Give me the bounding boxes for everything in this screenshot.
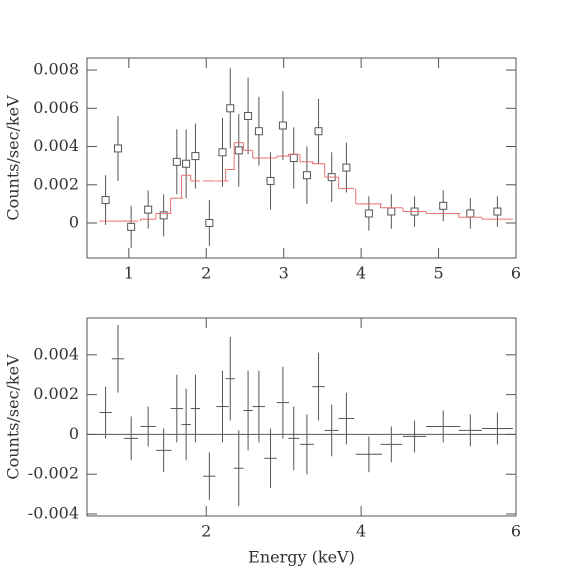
y-tick-label: 0.004	[33, 136, 79, 155]
data-point	[113, 144, 122, 153]
data-point	[159, 211, 168, 220]
x-tick-label: 5	[433, 264, 443, 283]
data-point	[266, 176, 275, 185]
data-point	[218, 148, 227, 157]
data-point	[226, 104, 235, 113]
x-tick-label: 3	[279, 264, 289, 283]
data-point	[493, 207, 502, 216]
x-tick-label: 4	[356, 264, 366, 283]
data-point	[234, 146, 243, 155]
data-point	[254, 127, 263, 136]
data-point	[127, 222, 136, 231]
x-tick-label: 1	[124, 264, 134, 283]
data-point	[387, 207, 396, 216]
data-point	[191, 152, 200, 161]
y-tick-label: 0	[69, 213, 79, 232]
data-point	[205, 219, 214, 228]
y-axis-label: Counts/sec/keV	[4, 354, 23, 480]
data-point	[302, 171, 311, 180]
plot-frame	[86, 317, 517, 517]
x-axis-label: Energy (keV)	[248, 548, 355, 567]
data-point	[244, 111, 253, 120]
x-tick-label: 6	[511, 264, 521, 283]
x-tick-label: 6	[511, 522, 521, 541]
data-point	[364, 209, 373, 218]
y-tick-label: 0.002	[33, 384, 79, 403]
data-point	[466, 209, 475, 218]
data-point	[182, 159, 191, 168]
data-point	[289, 154, 298, 162]
data-point	[172, 157, 181, 166]
data-point	[342, 163, 351, 172]
x-tick-label: 2	[201, 264, 211, 283]
y-tick-label: 0.006	[33, 98, 79, 117]
plot-frame	[86, 57, 517, 259]
y-tick-label: 0	[69, 424, 79, 443]
y-axis-label: Counts/sec/keV	[4, 95, 23, 221]
x-tick-label: 2	[201, 522, 211, 541]
y-tick-label: -0.002	[28, 464, 79, 483]
x-tick-label: 4	[356, 522, 366, 541]
data-point	[439, 201, 448, 210]
data-point	[144, 205, 153, 214]
data-point	[278, 121, 287, 130]
data-point	[101, 196, 110, 205]
y-tick-label: 0.002	[33, 174, 79, 193]
y-tick-label: 0.008	[33, 60, 79, 79]
y-tick-label: -0.004	[28, 504, 79, 523]
y-tick-label: 0.004	[33, 344, 79, 363]
data-point	[314, 127, 323, 136]
